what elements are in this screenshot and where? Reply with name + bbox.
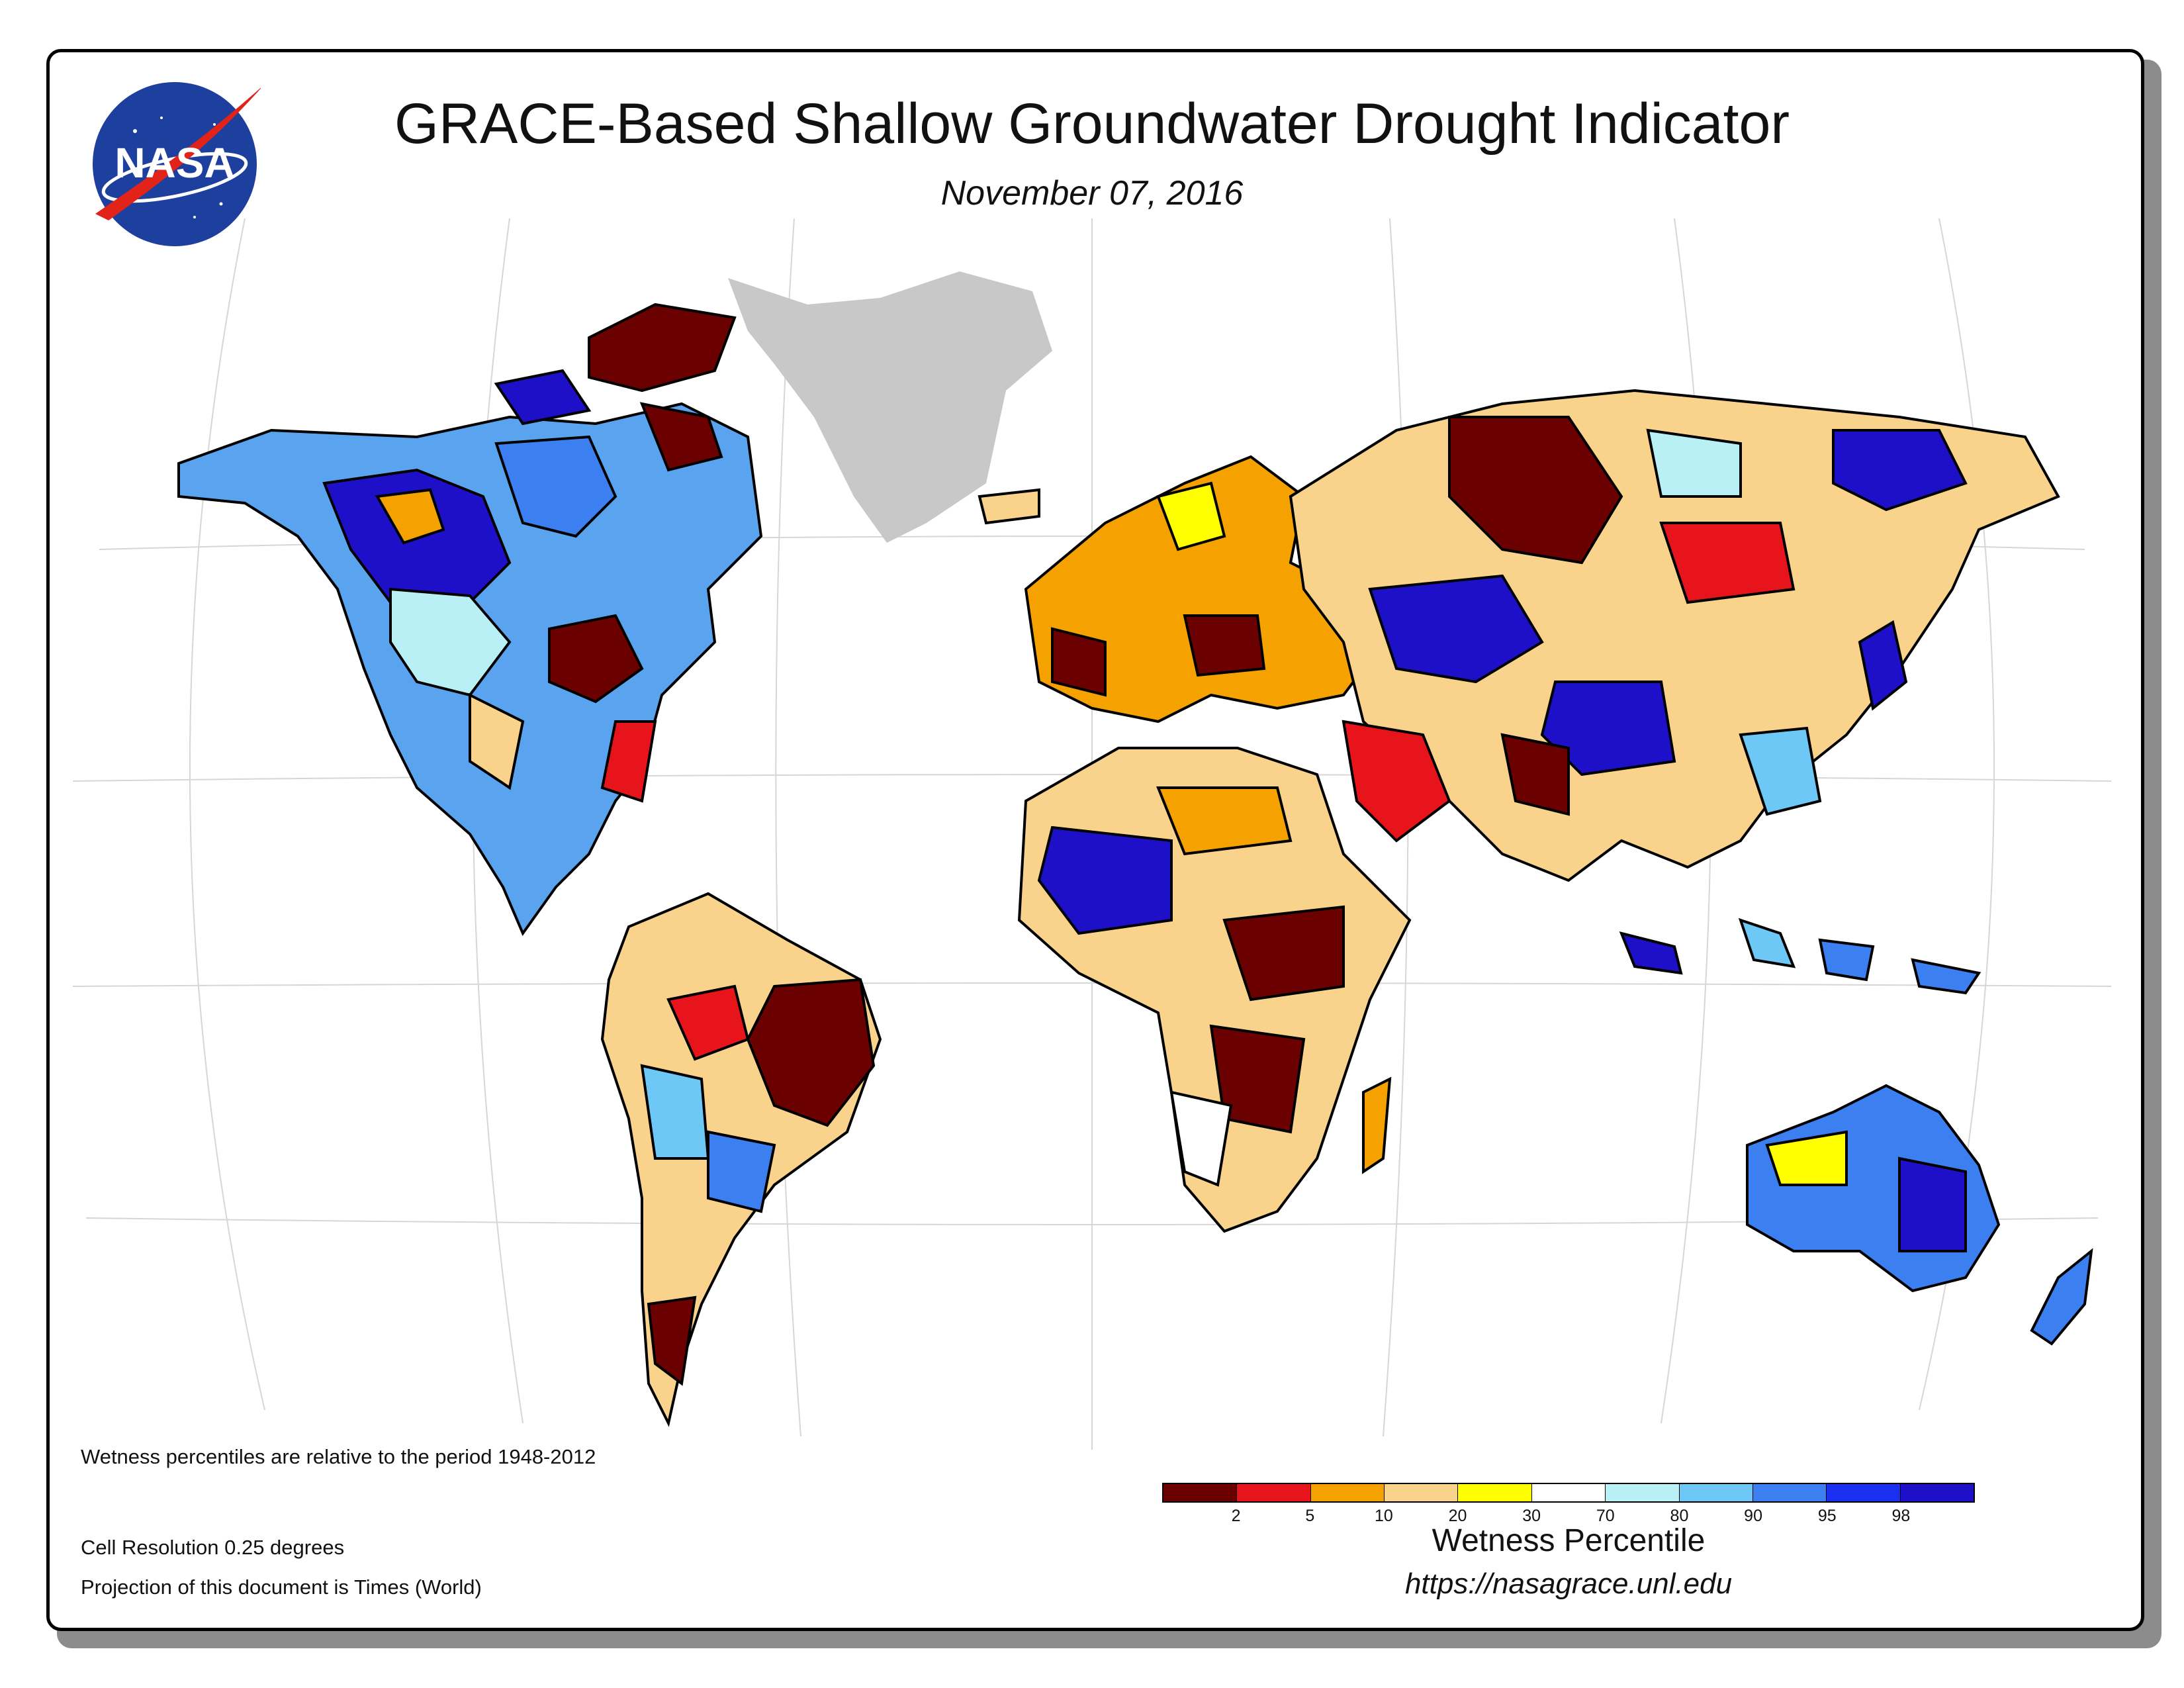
map-date: November 07, 2016 [940,174,1244,212]
greenland [728,271,1052,543]
legend-ticks: 2 5 10 20 30 70 80 90 95 98 [1162,1507,1975,1533]
legend-swatch [1900,1484,1974,1501]
legend-swatch [1310,1484,1385,1501]
japan [1858,620,1908,711]
baseline-note: Wetness percentiles are relative to the … [81,1445,596,1468]
asia [1289,389,2060,882]
legend-tick-label: 10 [1375,1507,1393,1525]
legend-swatch [1531,1484,1606,1501]
southeast-asia-islands [1619,917,1981,995]
legend-swatch [1606,1484,1680,1501]
legend-swatch [1679,1484,1753,1501]
legend-swatch [1752,1484,1827,1501]
legend-swatch [1385,1484,1459,1501]
resolution-note: Cell Resolution 0.25 degrees [81,1536,345,1559]
legend-swatch [1827,1484,1901,1501]
new-zealand [2030,1248,2093,1346]
legend-swatch [1237,1484,1311,1501]
nasa-logo: NASA [93,82,261,246]
color-legend [1162,1483,1975,1503]
legend-swatch [1163,1484,1238,1501]
canadian-arctic-islands [588,303,737,393]
legend-swatch [1458,1484,1532,1501]
legend-tick-label: 98 [1891,1507,1911,1525]
north-america [177,402,763,937]
source-url: https://nasagrace.unl.edu [1404,1568,1733,1600]
page-title: GRACE-Based Shallow Groundwater Drought … [394,92,1790,156]
world-map [72,218,2112,1450]
legend-tick-label: 2 [1231,1507,1241,1525]
baffin-region [494,369,592,426]
legend-tick-label: 90 [1744,1507,1762,1525]
madagascar [1362,1076,1392,1174]
projection-note: Projection of this document is Times (Wo… [81,1575,482,1599]
iceland [978,488,1040,525]
legend-tick-label: 30 [1522,1507,1541,1525]
south-america [600,892,882,1427]
africa [1017,747,1412,1233]
legend-title: Wetness Percentile [1432,1523,1706,1558]
legend-tick-label: 20 [1448,1507,1467,1525]
legend-tick-label: 80 [1670,1507,1689,1525]
legend-tick-label: 70 [1596,1507,1615,1525]
nasa-logo-text: NASA [114,139,234,187]
legend-tick-label: 5 [1305,1507,1315,1525]
legend-tick-label: 95 [1817,1507,1837,1525]
australia [1746,1084,2001,1293]
